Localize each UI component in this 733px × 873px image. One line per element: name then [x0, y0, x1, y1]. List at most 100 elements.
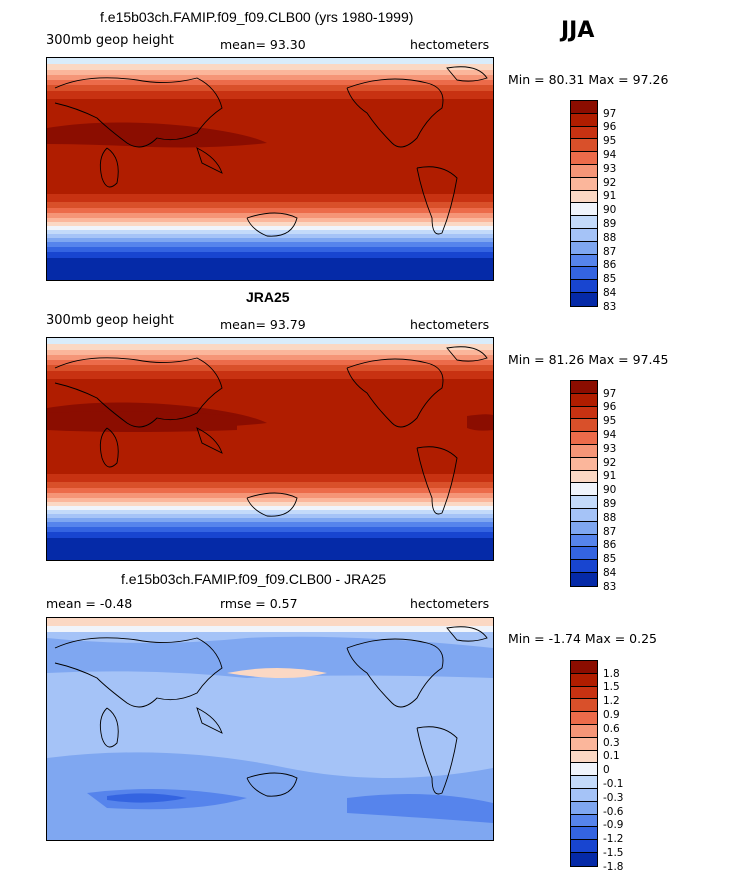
colorbar-swatch	[571, 457, 597, 471]
colorbar-tick-label: 0.1	[603, 750, 620, 763]
field-contour	[227, 668, 327, 678]
field-contour	[347, 794, 493, 823]
field-band	[47, 527, 493, 532]
colorbar-swatch	[571, 801, 597, 815]
colorbar-swatch	[571, 216, 597, 229]
field-band	[47, 371, 493, 379]
field-band	[47, 252, 493, 258]
field-band	[47, 488, 493, 493]
colorbar-swatch	[571, 534, 597, 548]
colorbar-tick-label: 84	[603, 286, 617, 299]
panel-3-units: hectometers	[410, 596, 490, 611]
colorbar-swatch	[571, 814, 597, 828]
panel-1-title: f.e15b03ch.FAMIP.f09_f09.CLB00 (yrs 1980…	[100, 9, 414, 25]
colorbar-tick-label: 91	[603, 470, 617, 483]
field-band	[47, 75, 493, 80]
field-band	[47, 247, 493, 252]
coastline	[416, 166, 458, 235]
field-band	[47, 208, 493, 213]
colorbar-tick-label: 85	[603, 273, 617, 286]
colorbar-swatch	[571, 101, 597, 114]
coastline	[99, 707, 119, 748]
colorbar-swatch	[571, 724, 597, 738]
colorbar-tick-label: 86	[603, 259, 617, 272]
panel-2-units: hectometers	[410, 317, 490, 332]
coastline	[246, 212, 298, 237]
colorbar-swatch	[571, 393, 597, 407]
field-band	[47, 213, 493, 218]
coastline	[99, 147, 119, 188]
coastline	[446, 626, 488, 642]
colorbar-tick-label: 96	[603, 401, 617, 414]
field-band	[47, 538, 493, 560]
field-band	[47, 532, 493, 538]
colorbar-tick-label: 88	[603, 511, 617, 524]
field-band	[47, 194, 493, 202]
field-band	[47, 226, 493, 230]
colorbar-tick-label: 0	[603, 764, 610, 777]
field-band	[47, 498, 493, 502]
colorbar-tick-label: 1.8	[603, 667, 620, 680]
coastline	[346, 358, 444, 428]
panel-1-mean: mean= 93.30	[220, 37, 306, 52]
coastline	[346, 78, 444, 148]
colorbar-tick-label: 93	[603, 162, 617, 175]
colorbar-swatch	[571, 483, 597, 497]
coastline	[346, 638, 444, 708]
colorbar-swatch	[571, 126, 597, 140]
field-band	[47, 238, 493, 242]
colorbar-swatch	[571, 508, 597, 522]
panel-1-map-field	[47, 58, 493, 280]
field-contour	[467, 414, 493, 431]
colorbar-swatch	[571, 547, 597, 561]
field-band	[47, 218, 493, 222]
colorbar-swatch	[571, 381, 597, 394]
field-band	[47, 510, 493, 514]
field-band	[47, 618, 493, 626]
colorbar-swatch	[571, 164, 597, 178]
colorbar-swatch	[571, 737, 597, 751]
colorbar-swatch	[571, 432, 597, 445]
field-band	[47, 202, 493, 208]
field-band	[47, 258, 493, 280]
colorbar-swatch	[571, 152, 597, 165]
colorbar-tick-label: 90	[603, 204, 617, 217]
colorbar-swatch	[571, 190, 597, 204]
coastline	[446, 346, 488, 362]
field-band	[47, 85, 493, 91]
coastline	[446, 66, 488, 82]
colorbar-swatch	[571, 661, 597, 674]
colorbar-tick-label: 96	[603, 121, 617, 134]
colorbar-tick-label: 95	[603, 415, 617, 428]
colorbar-tick-label: 89	[603, 497, 617, 510]
colorbar-tick-label: 97	[603, 107, 617, 120]
field-band	[47, 344, 493, 350]
field-band	[47, 355, 493, 360]
field-band	[47, 350, 493, 355]
colorbar-swatch	[571, 840, 597, 853]
panel-1-colorbar	[570, 100, 598, 307]
colorbar-swatch	[571, 699, 597, 713]
panel-3-colorbar	[570, 660, 598, 867]
colorbar-tick-label: -1.5	[603, 846, 624, 859]
coastline	[196, 147, 223, 174]
field-band	[47, 230, 493, 234]
panel-3-mean: mean = -0.48	[46, 596, 133, 611]
coastline	[196, 707, 223, 734]
coastline	[196, 427, 223, 454]
colorbar-swatch	[571, 113, 597, 127]
panel-3-map-field	[47, 618, 493, 840]
panel-2-colorbar	[570, 380, 598, 587]
colorbar-swatch	[571, 470, 597, 484]
colorbar-swatch	[571, 496, 597, 509]
colorbar-swatch	[571, 763, 597, 777]
colorbar-swatch	[571, 572, 597, 586]
colorbar-swatch	[571, 203, 597, 217]
panel-1-map	[46, 57, 494, 281]
field-band	[47, 242, 493, 247]
colorbar-tick-label: 94	[603, 148, 617, 161]
colorbar-tick-label: 0.9	[603, 708, 620, 721]
field-band	[47, 518, 493, 522]
colorbar-tick-label: 95	[603, 135, 617, 148]
panel-3-minmax: Min = -1.74 Max = 0.25	[508, 631, 658, 646]
